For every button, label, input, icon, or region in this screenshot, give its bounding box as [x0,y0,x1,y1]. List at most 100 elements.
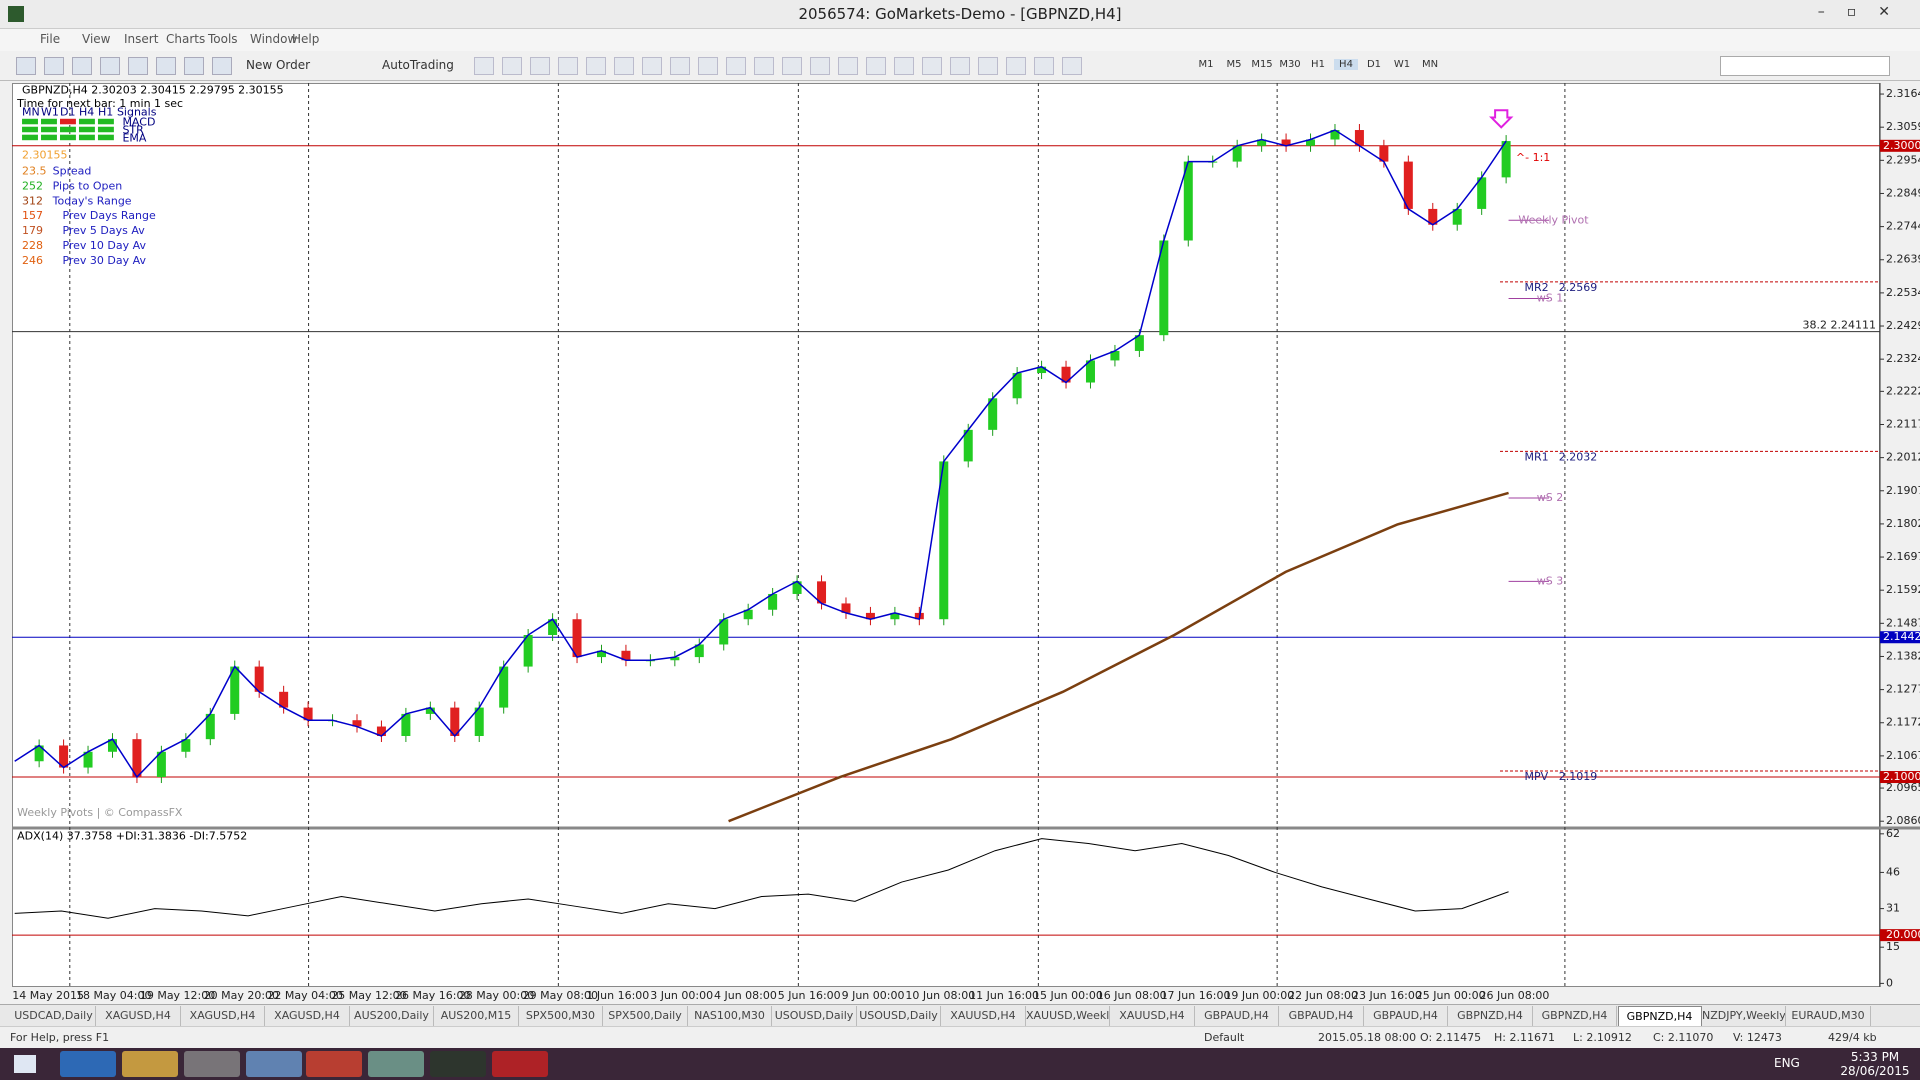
window-title: 2056574: GoMarkets-Demo - [GBPNZD,H4] [798,5,1122,23]
price-tick-label: 2.11720 [1886,716,1920,729]
search-box[interactable] [1720,56,1890,76]
tool-button[interactable] [72,57,92,75]
menu-item[interactable]: File [40,32,61,46]
window-controls[interactable]: –▫✕ [1817,4,1912,20]
tool-button[interactable] [642,57,662,75]
tool-button[interactable] [558,57,578,75]
timeframe-button[interactable]: M5 [1226,59,1242,70]
timeframe-button[interactable]: M1 [1198,59,1214,70]
time-label: 9 Jun 00:00 [842,989,905,1002]
tool-button[interactable] [474,57,494,75]
price-tick-label: 2.22220 [1886,384,1920,397]
chart-tab[interactable]: AUS200,Daily [350,1006,434,1026]
tool-button[interactable] [754,57,774,75]
taskbar-app[interactable] [246,1051,302,1077]
tool-button[interactable] [212,57,232,75]
chart-tab[interactable]: GBPNZD,H4 [1617,1006,1702,1026]
time-label: 4 Jun 08:00 [714,989,777,1002]
chart-tab[interactable]: GBPAUD,H4 [1280,1006,1364,1026]
chart-tab[interactable]: GBPAUD,H4 [1364,1006,1448,1026]
tool-button[interactable] [950,57,970,75]
timeframe-button[interactable]: H1 [1311,59,1325,70]
tool-button[interactable] [698,57,718,75]
tool-button[interactable] [502,57,522,75]
language: ENG [1774,1056,1800,1070]
level-tag-label: 2.14429 [1883,630,1920,643]
price-tick-label: 2.14870 [1886,616,1920,629]
chart-tab[interactable]: NAS100,M30 [688,1006,772,1026]
taskbar-app[interactable] [430,1051,486,1077]
timeframe-button[interactable]: D1 [1366,59,1382,70]
chart-tab[interactable]: GBPNZD,H4 [1533,1006,1617,1026]
time-label: 26 Jun 08:00 [1480,989,1550,1002]
status-close: C: 2.11070 [1653,1031,1714,1044]
tool-button[interactable] [978,57,998,75]
status-volume: V: 12473 [1733,1031,1782,1044]
tool-button[interactable] [670,57,690,75]
taskbar-app[interactable] [60,1051,116,1077]
tool-button[interactable] [586,57,606,75]
chart-tab[interactable]: XAUUSD,H4 [1111,1006,1195,1026]
chart-window [12,83,1880,987]
tool-button[interactable] [866,57,886,75]
chart-tab[interactable]: EURAUD,M30 [1787,1006,1871,1026]
tool-button[interactable] [16,57,36,75]
tool-button[interactable] [614,57,634,75]
timeframe-button[interactable]: W1 [1393,59,1411,70]
chart-tab[interactable]: NZDJPY,Weekly [1702,1006,1786,1026]
chart-tab[interactable]: GBPNZD,H4 [1449,1006,1533,1026]
tool-button[interactable] [922,57,942,75]
timeframe-button[interactable]: M15 [1251,59,1273,70]
chart-tab[interactable]: GBPAUD,H4 [1195,1006,1279,1026]
tool-button[interactable] [530,57,550,75]
chart-tab[interactable]: XAGUSD,H4 [266,1006,350,1026]
tool-button[interactable] [838,57,858,75]
chart-tab[interactable]: USOUSD,Daily [857,1006,941,1026]
price-tick-label: 2.18020 [1886,517,1920,530]
taskbar-app[interactable] [184,1051,240,1077]
tool-button[interactable] [726,57,746,75]
chart-tab[interactable]: SPX500,Daily [604,1006,688,1026]
chart-tab[interactable]: SPX500,M30 [519,1006,603,1026]
tool-button[interactable] [1062,57,1082,75]
chart-tab[interactable]: USDCAD,Daily [12,1006,96,1026]
clock-time: 5:33 PM [1850,1050,1900,1064]
timeframe-button[interactable]: H4 [1334,59,1358,70]
price-tick-label: 2.19070 [1886,484,1920,497]
menu-item[interactable]: Help [292,32,320,46]
taskbar-app[interactable] [492,1051,548,1077]
tool-button[interactable] [1034,57,1054,75]
autotrading-button[interactable]: AutoTrading [382,58,454,72]
taskbar-app[interactable] [122,1051,178,1077]
tool-button[interactable] [810,57,830,75]
tool-button[interactable] [128,57,148,75]
taskbar-app[interactable] [306,1051,362,1077]
tool-button[interactable] [156,57,176,75]
timeframe-button[interactable]: M30 [1279,59,1301,70]
tool-button[interactable] [894,57,914,75]
time-label: 23 Jun 16:00 [1352,989,1422,1002]
tool-button[interactable] [44,57,64,75]
chart-tab[interactable]: USOUSD,Daily [773,1006,857,1026]
tool-button[interactable] [782,57,802,75]
chart-tab[interactable]: XAGUSD,H4 [97,1006,181,1026]
tool-button[interactable] [100,57,120,75]
tool-button[interactable] [184,57,204,75]
chart-tab[interactable]: XAUUSD,Weekly [1026,1006,1110,1026]
chart-tab[interactable]: AUS200,M15 [435,1006,519,1026]
chart-tab[interactable]: XAUUSD,H4 [942,1006,1026,1026]
menu-item[interactable]: Window [250,32,298,46]
menu-item[interactable]: Charts [166,32,206,46]
menu-item[interactable]: View [82,32,111,46]
time-label: 18 May 04:00 [76,989,151,1002]
tool-button[interactable] [1006,57,1026,75]
menu-item[interactable]: Insert [124,32,159,46]
timeframe-button[interactable]: MN [1421,59,1439,70]
new-order-button[interactable]: New Order [246,58,311,72]
menu-item[interactable]: Tools [208,32,238,46]
time-label: 25 May 12:00 [331,989,406,1002]
taskbar-app[interactable] [368,1051,424,1077]
start-button[interactable] [14,1055,36,1073]
chart-tab[interactable]: XAGUSD,H4 [181,1006,265,1026]
price-tick-label: 2.10670 [1886,749,1920,762]
